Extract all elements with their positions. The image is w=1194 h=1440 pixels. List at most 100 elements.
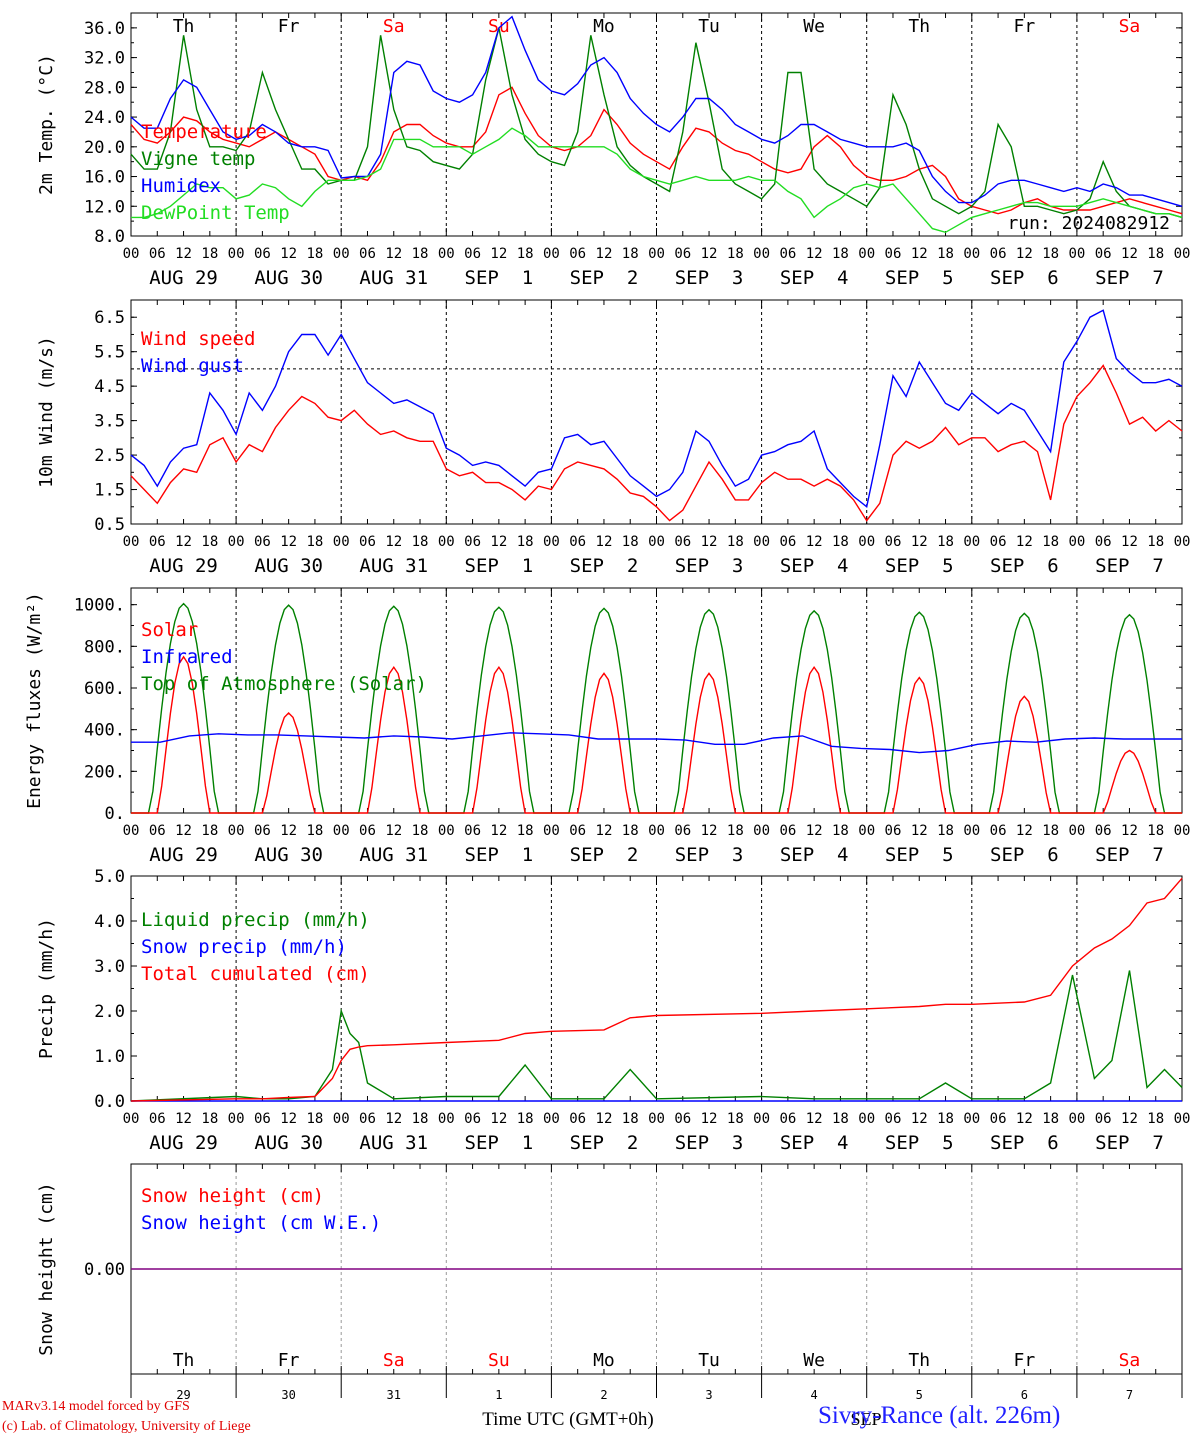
hour-tick-label: 06 xyxy=(254,246,271,262)
hour-tick-label: 18 xyxy=(832,534,849,550)
hour-tick-label: 18 xyxy=(412,1111,429,1127)
hour-tick-label: 18 xyxy=(306,534,323,550)
hour-tick-label: 18 xyxy=(201,534,218,550)
hour-tick-label: 00 xyxy=(438,1111,455,1127)
y-tick-label: 1000. xyxy=(74,596,125,616)
hour-tick-label: 00 xyxy=(333,534,350,550)
hour-tick-label: 06 xyxy=(990,823,1007,839)
hour-tick-label: 06 xyxy=(149,823,166,839)
legend-entry: Wind speed xyxy=(141,328,255,350)
weekday-label: Fr xyxy=(278,16,300,37)
date-label: AUG 30 xyxy=(254,267,323,289)
weekday-label: Th xyxy=(908,1350,930,1371)
date-label: SEP 4 xyxy=(780,1132,849,1154)
weekday-label: Tu xyxy=(698,1350,720,1371)
y-tick-label: 16.0 xyxy=(84,168,125,188)
hour-tick-label: 06 xyxy=(885,823,902,839)
hour-tick-label: 12 xyxy=(1016,1111,1033,1127)
legend-entry: Infrared xyxy=(141,646,233,668)
y-tick-label: 28.0 xyxy=(84,78,125,98)
hour-tick-label: 12 xyxy=(596,246,613,262)
hour-tick-label: 06 xyxy=(674,246,691,262)
hour-tick-label: 12 xyxy=(911,823,928,839)
date-label: SEP 3 xyxy=(675,844,744,866)
day-number-label: 31 xyxy=(387,1388,401,1402)
hour-tick-label: 18 xyxy=(1147,246,1164,262)
hour-tick-label: 00 xyxy=(543,1111,560,1127)
hour-tick-label: 00 xyxy=(228,823,245,839)
hour-tick-label: 12 xyxy=(701,1111,718,1127)
hour-tick-label: 00 xyxy=(1068,246,1085,262)
hour-tick-label: 18 xyxy=(622,1111,639,1127)
hour-tick-label: 06 xyxy=(885,246,902,262)
credit-line-1: MARv3.14 model forced by GFS xyxy=(2,1399,190,1414)
weekday-label: Sa xyxy=(1119,16,1141,37)
hour-tick-label: 12 xyxy=(385,823,402,839)
hour-tick-label: 06 xyxy=(149,1111,166,1127)
y-tick-label: 6.5 xyxy=(94,308,125,328)
date-label: SEP 2 xyxy=(570,555,639,577)
hour-tick-label: 18 xyxy=(1147,823,1164,839)
hour-tick-label: 18 xyxy=(412,534,429,550)
hour-tick-label: 06 xyxy=(1095,823,1112,839)
hour-tick-label: 00 xyxy=(648,246,665,262)
panel-frame xyxy=(130,299,1183,525)
hour-tick-label: 12 xyxy=(1121,823,1138,839)
hour-tick-label: 12 xyxy=(385,1111,402,1127)
hour-tick-label: 12 xyxy=(806,1111,823,1127)
hour-tick-label: 12 xyxy=(701,246,718,262)
hour-tick-label: 18 xyxy=(1042,1111,1059,1127)
hour-tick-label: 06 xyxy=(359,1111,376,1127)
date-label: SEP 5 xyxy=(885,555,954,577)
hour-tick-label: 00 xyxy=(858,534,875,550)
hour-tick-label: 12 xyxy=(490,823,507,839)
y-tick-label: 0.5 xyxy=(94,515,125,535)
y-tick-label: 0.00 xyxy=(84,1260,125,1280)
hour-tick-label: 00 xyxy=(123,534,140,550)
hour-tick-label: 18 xyxy=(306,823,323,839)
legend-entry: Snow height (cm W.E.) xyxy=(141,1212,381,1234)
date-label: SEP 5 xyxy=(885,844,954,866)
hour-tick-label: 00 xyxy=(1174,1111,1191,1127)
hour-tick-label: 06 xyxy=(149,534,166,550)
day-number-label: 4 xyxy=(811,1388,818,1402)
date-label: AUG 29 xyxy=(149,1132,218,1154)
legend-entry: Wind gust xyxy=(141,355,244,377)
hour-tick-label: 12 xyxy=(175,823,192,839)
hour-tick-label: 06 xyxy=(254,534,271,550)
legend-entry: Snow precip (mm/h) xyxy=(141,936,347,958)
series-dewpoint-temp xyxy=(131,127,1183,234)
hour-tick-label: 00 xyxy=(963,823,980,839)
hour-tick-label: 12 xyxy=(596,1111,613,1127)
legend-entry: Total cumulated (cm) xyxy=(141,963,370,985)
hour-tick-label: 18 xyxy=(727,246,744,262)
credit-line-2: (c) Lab. of Climatology, University of L… xyxy=(2,1419,251,1434)
y-tick-label: 4.5 xyxy=(94,377,125,397)
hour-tick-label: 00 xyxy=(648,1111,665,1127)
series-liquid-precip-mm-h- xyxy=(130,970,1183,1102)
hour-tick-label: 12 xyxy=(806,534,823,550)
hour-tick-label: 18 xyxy=(727,534,744,550)
hour-tick-label: 00 xyxy=(123,823,140,839)
hour-tick-label: 00 xyxy=(858,246,875,262)
hour-tick-label: 12 xyxy=(490,246,507,262)
date-label: AUG 30 xyxy=(254,844,323,866)
hour-tick-label: 06 xyxy=(990,1111,1007,1127)
hour-tick-label: 18 xyxy=(1147,534,1164,550)
hour-tick-label: 18 xyxy=(832,1111,849,1127)
y-tick-label: 12.0 xyxy=(84,197,125,217)
date-label: AUG 31 xyxy=(359,844,428,866)
date-label: SEP 2 xyxy=(570,844,639,866)
hour-tick-label: 00 xyxy=(543,246,560,262)
hour-tick-label: 00 xyxy=(123,1111,140,1127)
hour-tick-label: 12 xyxy=(596,534,613,550)
hour-tick-label: 00 xyxy=(858,823,875,839)
y-tick-label: 2.0 xyxy=(94,1002,125,1022)
weekday-label: Sa xyxy=(383,1350,405,1371)
y-tick-label: 600. xyxy=(84,679,125,699)
hour-tick-label: 18 xyxy=(937,823,954,839)
series-wind-speed xyxy=(130,364,1183,522)
y-axis-label: Snow height (cm) xyxy=(36,1182,57,1355)
hour-tick-label: 06 xyxy=(254,1111,271,1127)
hour-tick-label: 00 xyxy=(858,1111,875,1127)
